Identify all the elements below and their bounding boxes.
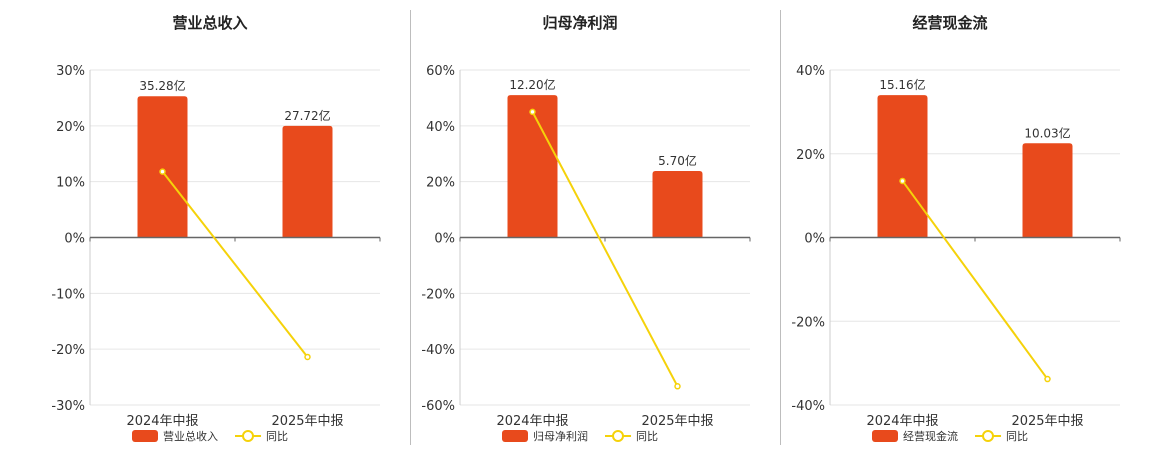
bar-value-label: 35.28亿	[139, 78, 185, 93]
y-tick-label: 60%	[426, 64, 455, 79]
legend-swatch-bar	[872, 430, 898, 442]
chart-title: 归母净利润	[542, 14, 617, 32]
y-tick-label: -40%	[421, 343, 455, 358]
legend-label-line: 同比	[266, 430, 288, 443]
yoy-point	[304, 353, 311, 361]
x-tick-label: 2024年中报	[496, 414, 568, 429]
legend-swatch-marker	[612, 430, 624, 442]
legend-label-bar: 归母净利润	[533, 429, 588, 443]
x-tick-label: 2024年中报	[866, 414, 938, 429]
yoy-point	[159, 168, 166, 175]
yoy-point	[674, 383, 681, 390]
y-tick-label: 10%	[56, 176, 85, 191]
y-tick-label: 30%	[56, 64, 85, 79]
y-tick-label: -20%	[421, 287, 455, 302]
legend-swatch-bar	[132, 430, 158, 442]
chart-panel-cash-flow: 经营现金流 40% 20% 0% -20% -40% 15.16亿 10.03亿 2024年中报…	[765, 0, 1135, 450]
y-tick-label: -10%	[51, 287, 85, 302]
legend: 经营现金流 同比	[872, 429, 1028, 443]
bar-value-label: 10.03亿	[1024, 125, 1070, 140]
bar	[877, 95, 928, 238]
chart-title: 经营现金流	[912, 14, 987, 32]
bar	[282, 125, 333, 238]
bar	[1022, 143, 1073, 238]
chart-svg: 归母净利润 60% 40% 20% 0% -20% -40% -60% 12.20亿 5.70亿 2…	[421, 14, 751, 443]
y-tick-label: 40%	[426, 120, 455, 135]
y-tick-label: -20%	[51, 343, 85, 358]
legend: 归母净利润 同比	[502, 429, 658, 443]
x-tick-label: 2024年中报	[126, 414, 198, 429]
legend: 营业总收入 同比	[132, 429, 288, 443]
y-tick-label: 0%	[434, 232, 455, 247]
chart-svg: 经营现金流 40% 20% 0% -20% -40% 15.16亿 10.03亿 2024年中报…	[791, 14, 1121, 443]
bar-value-label: 12.20亿	[509, 77, 555, 92]
legend-swatch-bar	[502, 430, 528, 442]
x-tick-label: 2025年中报	[1011, 414, 1083, 429]
yoy-point	[899, 177, 906, 185]
y-tick-label: 20%	[56, 120, 85, 135]
bar-value-label: 15.16亿	[879, 77, 925, 92]
yoy-line	[531, 111, 679, 387]
y-tick-label: -60%	[421, 399, 455, 414]
chart-title: 营业总收入	[172, 14, 247, 32]
panel-divider	[410, 10, 411, 445]
bar	[507, 95, 558, 238]
legend-label-bar: 经营现金流	[903, 429, 958, 443]
x-tick-label: 2025年中报	[641, 414, 713, 429]
x-tick-label: 2025年中报	[271, 414, 343, 429]
chart-panel-net-profit: 归母净利润 60% 40% 20% 0% -20% -40% -60% 12.20亿 5.70亿 2…	[395, 0, 765, 450]
bar-value-label: 5.70亿	[658, 153, 697, 168]
legend-label-bar: 营业总收入	[163, 429, 218, 443]
bar-value-label: 27.72亿	[284, 108, 330, 123]
legend-label-line: 同比	[636, 430, 658, 443]
bar	[137, 96, 188, 238]
chart-svg: 营业总收入 30% 20% 10% 0% -10% -20% -30% 35.28亿 27.72亿…	[51, 14, 381, 443]
y-tick-label: -20%	[791, 315, 825, 330]
yoy-point	[1044, 375, 1051, 383]
y-tick-label: -30%	[51, 399, 85, 414]
y-tick-label: 20%	[426, 176, 455, 191]
y-tick-label: -40%	[791, 399, 825, 414]
y-tick-label: 20%	[796, 148, 825, 163]
bar	[652, 171, 703, 238]
legend-swatch-marker	[242, 430, 254, 442]
legend-swatch-marker	[982, 430, 994, 442]
yoy-line	[901, 180, 1049, 380]
legend-label-line: 同比	[1006, 430, 1028, 443]
y-tick-label: 0%	[804, 232, 825, 247]
yoy-point	[529, 108, 536, 116]
y-tick-label: 0%	[64, 232, 85, 247]
y-tick-label: 40%	[796, 64, 825, 79]
yoy-line	[161, 171, 309, 358]
panel-divider	[780, 10, 781, 445]
chart-panel-revenue: 营业总收入 30% 20% 10% 0% -10% -20% -30% 35.28亿 27.72亿…	[25, 0, 395, 450]
